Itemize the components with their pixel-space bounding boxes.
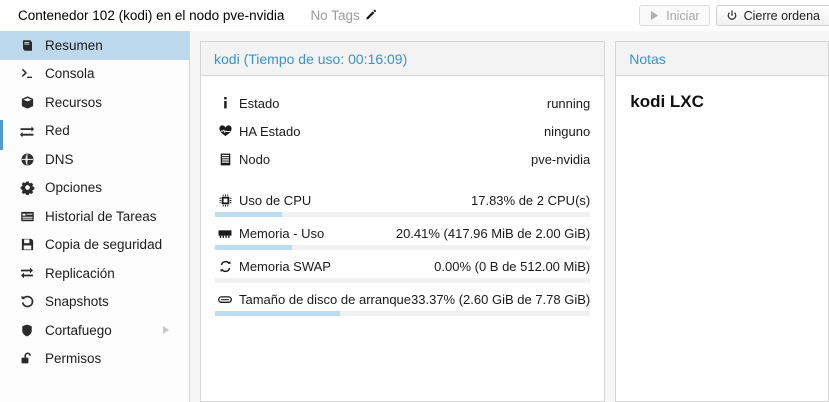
sidebar-item-snapshots[interactable]: Snapshots [0,288,189,317]
usage-row-swap: Memoria SWAP 0.00% (0 B de 512.00 MiB) [215,252,591,283]
terminal-icon [18,66,36,81]
status-row-value: pve-nvidia [530,151,591,167]
floppy-icon [18,237,36,252]
shield-icon [18,323,36,338]
status-row-label: Nodo [239,151,271,167]
usage-bar-fill [215,212,282,217]
status-row-nodo: Nodo pve-nvidia [215,145,590,173]
cpu-icon [215,193,235,207]
status-row-label: Estado [239,95,280,111]
usage-block-memoria: Memoria - Uso 20.41% (417.96 MiB de 2.00… [215,219,591,252]
sidebar-item-label: Snapshots [45,294,109,310]
sidebar-item-resumen[interactable]: Resumen [0,31,189,60]
globe-icon [18,152,36,167]
shutdown-button[interactable]: Cierre ordena [715,5,829,26]
server-icon [215,153,235,166]
usage-block-disco: Tamaño de disco de arranque 33.37% (2.60… [215,285,591,318]
sidebar-item-label: Historial de Tareas [45,208,157,224]
sidebar-item-label: Replicación [45,265,115,281]
memory-icon [215,228,235,239]
usage-row-label: Memoria SWAP [239,258,331,274]
start-button[interactable]: Iniciar [639,5,710,26]
sidebar-item-label: Recursos [45,94,103,110]
usage-row-disco: Tamaño de disco de arranque 33.37% (2.60… [215,285,591,316]
status-row-estado: Estado running [215,89,590,117]
sidebar-item-label: Permisos [45,351,102,367]
usage-row-value: 17.83% de 2 CPU(s) [471,192,591,208]
usage-row-label: Uso de CPU [239,192,312,208]
pencil-icon[interactable] [364,9,377,22]
sidebar-item-dns[interactable]: DNS [0,145,189,174]
play-icon [649,10,660,21]
info-icon [215,96,235,110]
sidebar-item-label: Cortafuego [45,322,112,338]
usage-bar-track [215,245,591,250]
usage-bar-track [215,212,591,217]
sidebar-item-label: Copia de seguridad [45,237,163,253]
sidebar-item-replicacion[interactable]: Replicación [0,259,189,288]
status-panel-title: kodi (Tiempo de uso: 00:16:09) [201,42,605,76]
usage-row-memoria: Memoria - Uso 20.41% (417.96 MiB de 2.00… [215,219,591,250]
history-icon [18,294,36,309]
sidebar-edge-accent [0,120,3,150]
notes-panel: Notas kodi LXC [615,41,829,402]
list-icon [18,209,36,224]
replication-icon [18,265,36,281]
sidebar-item-label: DNS [45,151,74,167]
usage-block-cpu: Uso de CPU 17.83% de 2 CPU(s) [215,186,591,219]
status-row-value: ninguno [543,123,591,139]
tags-area[interactable]: No Tags [310,8,376,23]
usage-bar-track [215,278,591,283]
book-icon [18,38,36,53]
status-panel-body: Estado running HA Estado ninguno Nodo pv… [201,76,604,401]
sidebar-item-recursos[interactable]: Recursos [0,88,189,117]
usage-block-swap: Memoria SWAP 0.00% (0 B de 512.00 MiB) [215,252,591,285]
disk-icon [215,294,235,305]
status-panel: kodi (Tiempo de uso: 00:16:09) Estado ru… [200,41,606,402]
usage-bar-fill [215,245,292,250]
usage-bar-track [215,311,591,316]
cube-icon [18,95,36,110]
top-bar: Contenedor 102 (kodi) en el nodo pve-nvi… [0,0,829,32]
usage-row-label: Memoria - Uso [239,225,325,241]
sidebar-item-permisos[interactable]: Permisos [0,345,189,374]
sidebar-item-opciones[interactable]: Opciones [0,174,189,203]
sidebar-item-red[interactable]: Red [0,117,189,146]
sidebar-item-label: Resumen [45,37,103,53]
usage-row-label: Tamaño de disco de arranque [239,291,412,307]
content-area: kodi (Tiempo de uso: 00:16:09) Estado ru… [190,31,829,402]
status-row-ha-estado: HA Estado ninguno [215,117,590,145]
status-row-label: HA Estado [239,123,301,139]
sidebar-item-consola[interactable]: Consola [0,60,189,89]
sidebar-item-label: Red [45,123,70,139]
topbar-actions: Iniciar Cierre ordena [639,0,829,31]
usage-bar-fill [215,311,341,316]
section-spacer [215,173,590,186]
status-row-value: running [546,95,591,111]
swap-icon [215,260,235,273]
usage-row-value: 33.37% (2.60 GiB de 7.78 GiB) [411,291,591,307]
chevron-right-icon[interactable] [163,326,169,335]
sidebar-item-label: Opciones [45,180,103,196]
sidebar-item-label: Consola [45,66,95,82]
network-icon [18,123,36,139]
sidebar-item-copia-de-seguridad[interactable]: Copia de seguridad [0,231,189,260]
sidebar-item-cortafuego[interactable]: Cortafuego [0,316,189,345]
usage-row-value: 20.41% (417.96 MiB de 2.00 GiB) [395,225,591,241]
shutdown-button-label: Cierre ordena [743,8,820,23]
usage-row-cpu: Uso de CPU 17.83% de 2 CPU(s) [215,186,591,217]
gear-icon [18,180,36,196]
notes-panel-title: Notas [616,42,828,76]
usage-row-value: 0.00% (0 B de 512.00 MiB) [434,258,591,274]
power-icon [726,9,738,22]
breadcrumb: Contenedor 102 (kodi) en el nodo pve-nvi… [18,8,285,23]
notes-content[interactable]: kodi LXC [630,92,704,111]
unlock-icon [18,351,36,366]
sidebar: Resumen Consola Recursos Red DNS Op [0,31,190,402]
start-button-label: Iniciar [666,8,700,23]
tags-label: No Tags [310,8,360,23]
heart-icon [215,125,235,137]
sidebar-item-historial-de-tareas[interactable]: Historial de Tareas [0,202,189,231]
